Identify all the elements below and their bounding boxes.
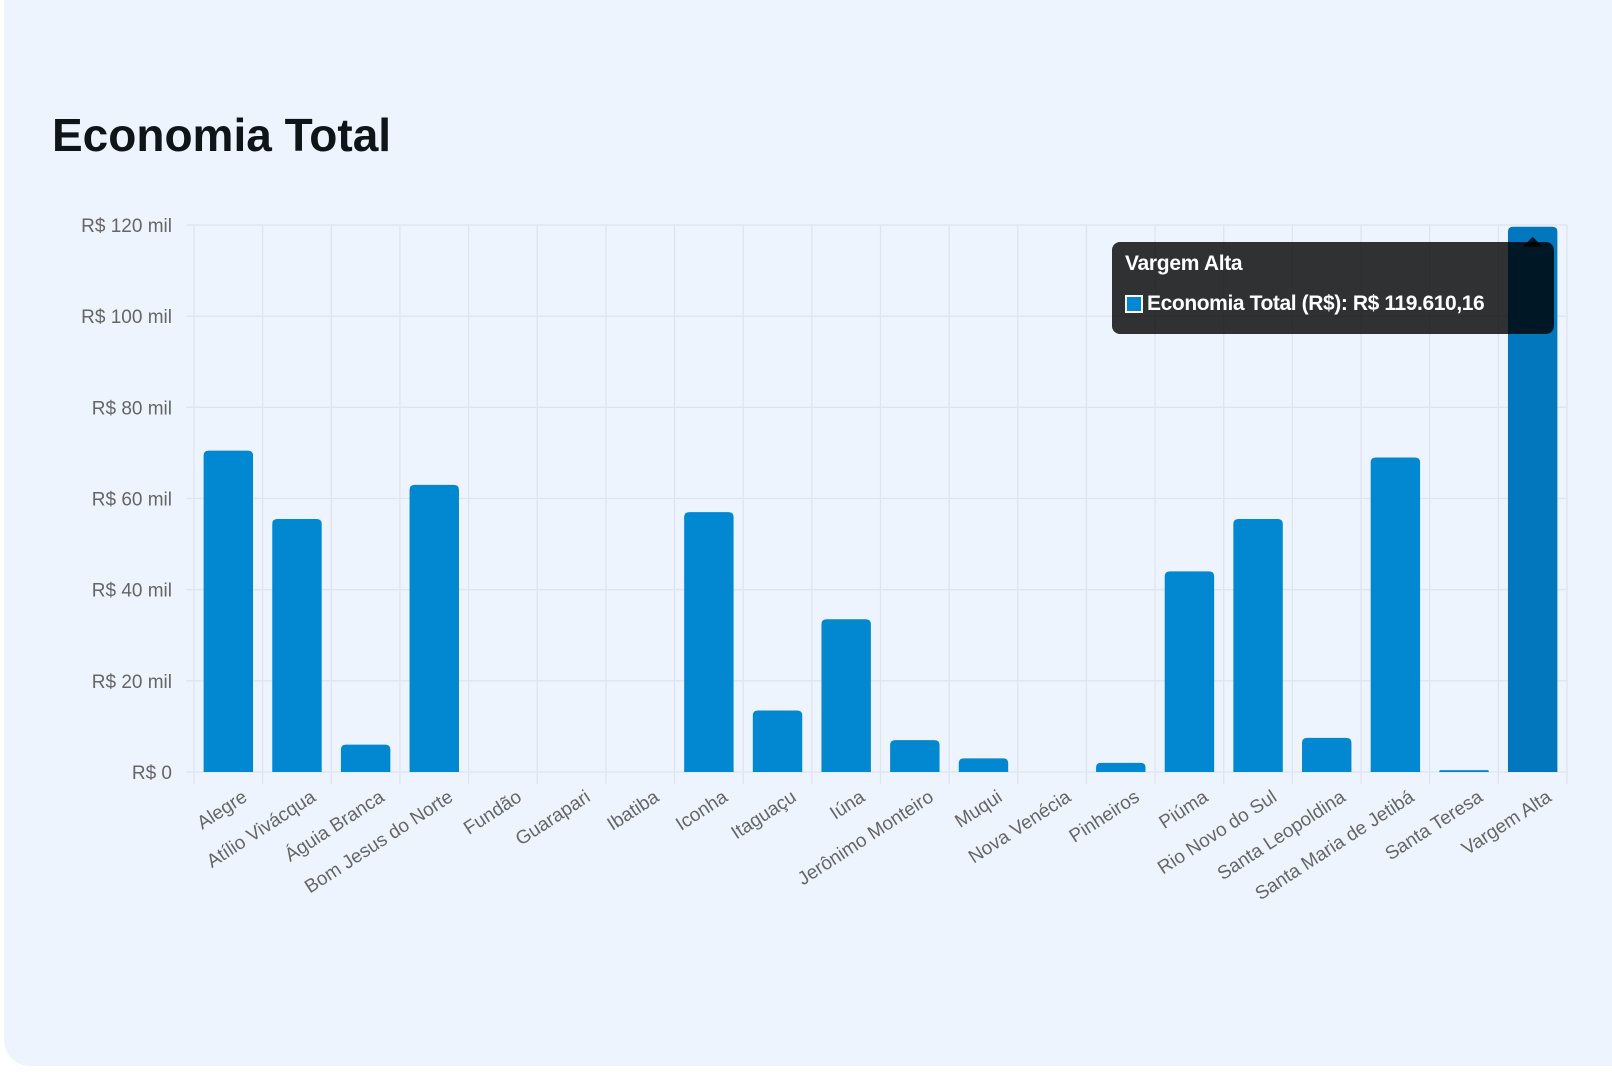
bar-santa-leopoldina[interactable] [1302, 737, 1352, 772]
bar-santa-teresa[interactable] [1439, 770, 1489, 772]
bar-santa-maria-de-jetiba[interactable] [1370, 457, 1421, 772]
bar-muqui[interactable] [958, 758, 1009, 772]
bar-piuma[interactable] [1164, 571, 1215, 772]
x-tick-label: Itaguaçu [728, 787, 801, 844]
grid-lines [186, 224, 1568, 784]
x-tick-label: Iúna [826, 786, 869, 824]
y-tick-label: R$ 120 mil [81, 216, 172, 237]
y-axis: R$ 0 R$ 20 mil R$ 40 mil R$ 60 mil R$ 80 mil… [81, 216, 172, 784]
x-tick-label: Alegre [194, 787, 251, 835]
y-tick-label: R$ 100 mil [81, 307, 172, 328]
bar-atilio-vivacqua[interactable] [272, 519, 322, 772]
chart-card [4, 0, 1612, 1066]
x-tick-label: Ibatiba [604, 786, 664, 835]
tooltip-label: Economia Total (R$): R$ 119.610,16 [1147, 292, 1485, 315]
bar-rio-novo-do-sul[interactable] [1233, 519, 1283, 772]
x-tick-label: Iconha [672, 786, 732, 835]
y-tick-label: R$ 60 mil [92, 490, 172, 511]
chart-title: Economia Total [52, 109, 392, 161]
bar-itaguacu[interactable] [752, 710, 803, 772]
bar-iuna[interactable] [821, 619, 871, 772]
x-tick-label: Piúma [1156, 786, 1213, 833]
x-tick-label: Guarapari [512, 787, 594, 851]
bars[interactable] [203, 226, 1558, 772]
y-tick-label: R$ 40 mil [92, 581, 172, 602]
bar-bom-jesus-do-norte[interactable] [409, 484, 459, 772]
tooltip-row: Economia Total (R$): R$ 119.610,16 [1125, 292, 1485, 316]
bar-vargem-alta[interactable] [1507, 226, 1558, 772]
bar-alegre[interactable] [203, 450, 254, 772]
bar-pinheiros[interactable] [1096, 762, 1146, 772]
y-tick-label: R$ 20 mil [92, 672, 172, 693]
x-tick-label: Muqui [951, 787, 1006, 833]
x-tick-label: Pinheiros [1066, 787, 1144, 848]
bar-aguia-branca[interactable] [340, 744, 391, 772]
y-tick-label: R$ 0 [132, 763, 172, 784]
bar-jeronimo-monteiro[interactable] [890, 740, 940, 772]
chart-tooltip: Vargem Alta Economia Total (R$): R$ 119.… [1112, 242, 1554, 334]
legend-swatch [1125, 295, 1143, 313]
bar-iconha[interactable] [684, 512, 734, 772]
y-tick-label: R$ 80 mil [92, 398, 172, 419]
tooltip-title: Vargem Alta [1125, 252, 1243, 275]
